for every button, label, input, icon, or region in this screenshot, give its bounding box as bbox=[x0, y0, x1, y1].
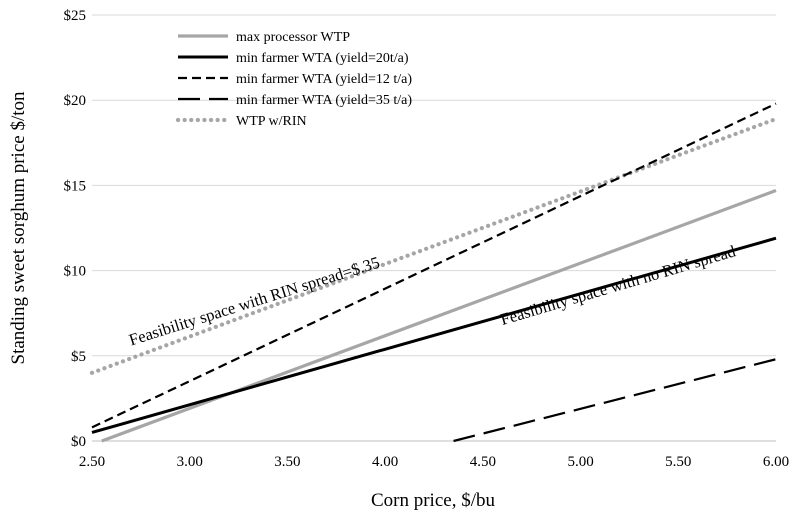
legend-label: min farmer WTA (yield=20t/a) bbox=[236, 51, 409, 66]
x-tick-label: 4.00 bbox=[372, 454, 398, 470]
x-tick-label: 5.00 bbox=[567, 454, 593, 470]
x-tick-label: 4.50 bbox=[470, 454, 496, 470]
series-line-4 bbox=[89, 116, 779, 375]
axes: $0 $5 $10 $15 $20 $25 2.50 3.00 3.50 4.00 4.50 5.00… bbox=[64, 8, 790, 470]
series-line-3 bbox=[453, 358, 777, 443]
legend-label: min farmer WTA (yield=35 t/a) bbox=[236, 93, 412, 108]
y-tick-label: $15 bbox=[64, 178, 87, 194]
x-tick-label: 3.00 bbox=[177, 454, 203, 470]
y-tick-label: $0 bbox=[71, 434, 86, 450]
x-tick-label: 2.50 bbox=[79, 454, 105, 470]
y-axis-title: Standing sweet sorghum price $/ton bbox=[8, 91, 29, 365]
annotation-label: Feasibility space with no RIN spread bbox=[498, 241, 738, 329]
x-axis-title: Corn price, $/bu bbox=[371, 490, 496, 511]
annotation-label: Feasibility space with RIN spread=$.35 bbox=[127, 253, 382, 350]
x-tick-label: 6.00 bbox=[763, 454, 789, 470]
gridlines bbox=[92, 14, 776, 357]
annotations: Feasibility space with RIN spread=$.35 Fe… bbox=[127, 241, 739, 349]
legend: max processor WTP min farmer WTA (yield=2… bbox=[175, 30, 412, 129]
series-line-2 bbox=[91, 102, 777, 429]
y-tick-label: $20 bbox=[64, 93, 87, 109]
x-tick-label: 3.50 bbox=[274, 454, 300, 470]
series-lines bbox=[89, 102, 779, 443]
legend-label: max processor WTP bbox=[236, 30, 350, 45]
y-tick-label: $25 bbox=[64, 8, 87, 24]
y-tick-label: $10 bbox=[64, 264, 87, 280]
legend-label: WTP w/RIN bbox=[236, 114, 307, 129]
series-line-1 bbox=[91, 236, 777, 434]
y-tick-label: $5 bbox=[71, 349, 86, 365]
legend-label: min farmer WTA (yield=12 t/a) bbox=[236, 72, 412, 87]
x-tick-label: 5.50 bbox=[665, 454, 691, 470]
